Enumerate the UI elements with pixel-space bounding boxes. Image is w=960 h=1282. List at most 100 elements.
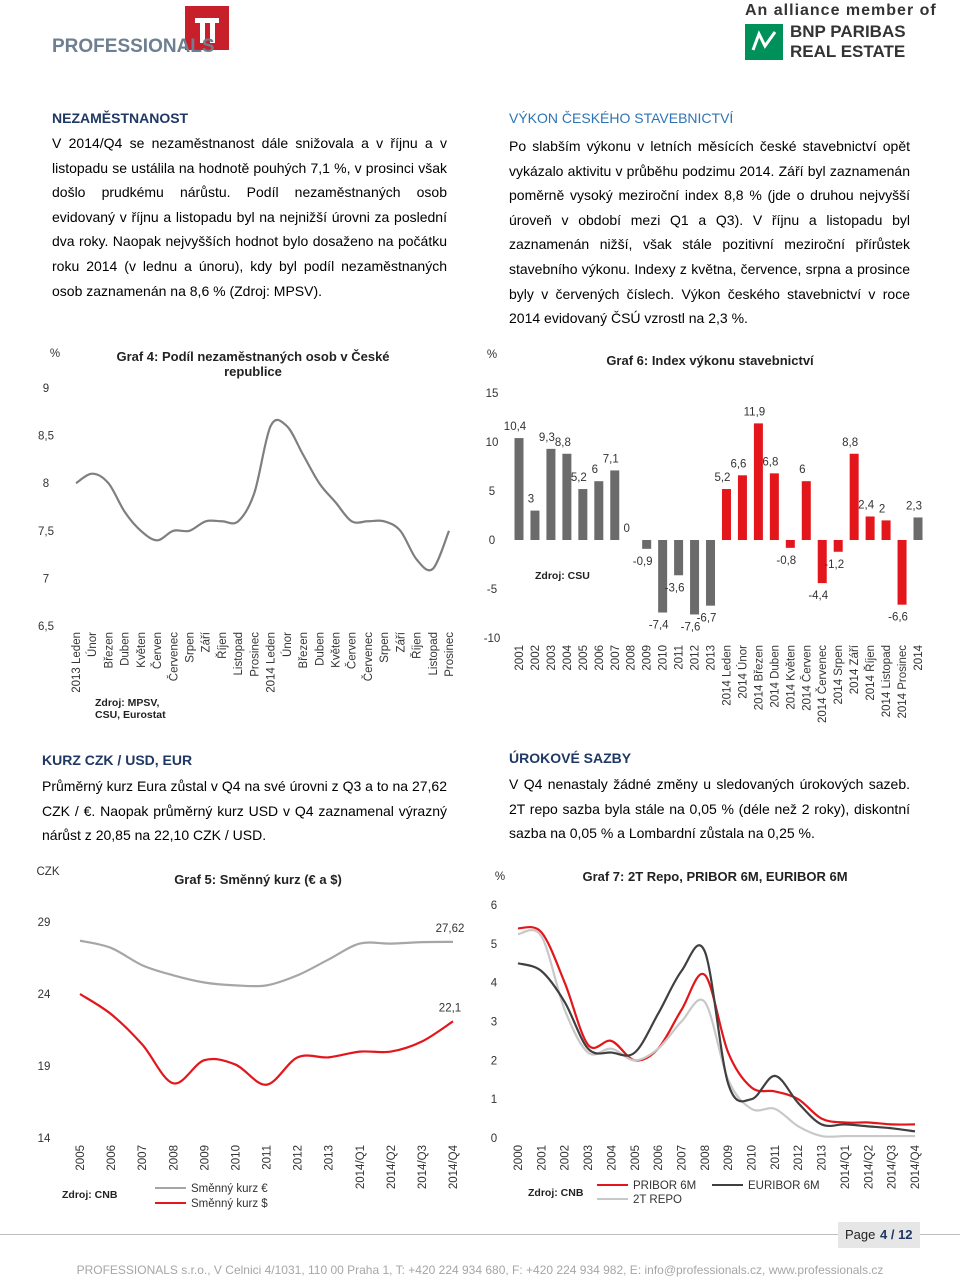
x-tick-label: 2012 — [293, 1145, 305, 1171]
logo-icon-leg — [210, 23, 215, 43]
x-tick-label: Srpen — [379, 632, 391, 663]
y-tick-label: 7 — [43, 573, 49, 585]
x-tick-label: 2014 Září — [849, 644, 861, 694]
partner-line1: BNP PARIBAS — [790, 22, 906, 41]
x-tick-label: Únor — [281, 632, 294, 657]
bar — [817, 540, 827, 584]
value-label: 0 — [624, 523, 630, 535]
bar — [642, 540, 652, 549]
x-tick-label: 2014 Listopad — [881, 645, 893, 717]
x-tick-label: 2006 — [106, 1145, 118, 1171]
y-tick-label: 0 — [491, 1133, 497, 1145]
legend-label: Směnný kurz € — [191, 1183, 268, 1195]
x-tick-label: 2013 — [706, 645, 718, 671]
y-tick-label: 7,5 — [38, 526, 54, 538]
y-tick-label: 2 — [491, 1055, 497, 1067]
x-tick-label: 2014 Únor — [736, 645, 749, 699]
x-tick-label: 2014 — [913, 644, 925, 670]
x-tick-label: 2014 Srpen — [833, 645, 845, 704]
value-label: 27,62 — [436, 923, 465, 935]
x-tick-label: 2014 Duben — [769, 645, 781, 708]
x-tick-label: Červen — [346, 632, 359, 669]
footer-rule — [0, 1234, 960, 1235]
bar — [769, 473, 779, 540]
x-tick-label: Září — [395, 631, 407, 652]
bar — [706, 540, 716, 606]
x-tick-label: 2014/Q1 — [840, 1145, 852, 1189]
y-tick-label: 5 — [491, 939, 497, 951]
x-tick-label: 2009 — [199, 1145, 211, 1171]
value-label: 5,2 — [714, 472, 730, 484]
section-title: ÚROKOVÉ SAZBY — [509, 750, 632, 766]
chart-source: Zdroj: CNB — [528, 1187, 584, 1199]
section-text: Po slabším výkonu v letních měsících čes… — [509, 138, 910, 327]
y-tick-label: -10 — [484, 633, 501, 645]
bar — [897, 540, 907, 605]
value-label: 6 — [592, 464, 598, 476]
value-label: -0,8 — [776, 555, 796, 567]
logo-professionals: PROFESSIONALS — [52, 6, 229, 57]
x-tick-label: Duben — [314, 632, 326, 666]
x-tick-label: Červenec — [167, 632, 180, 681]
x-tick-label: Srpen — [185, 632, 197, 663]
bar — [658, 540, 668, 613]
bar — [801, 481, 811, 540]
value-label: 3 — [528, 494, 534, 506]
x-tick-label: 2014 Červenec — [816, 645, 829, 723]
section-text: V Q4 nenastaly žádné změny u sledovaných… — [509, 776, 910, 842]
x-tick-label: 2014/Q3 — [887, 1145, 899, 1189]
x-tick-label: 2005 — [630, 1145, 642, 1171]
y-tick-label: 6,5 — [38, 621, 54, 633]
x-tick-label: Prosinec — [249, 632, 261, 677]
value-label: -7,4 — [649, 620, 669, 632]
line — [75, 418, 451, 572]
x-tick-label: Září — [201, 631, 213, 652]
bar — [881, 520, 891, 540]
bar — [514, 438, 524, 540]
x-tick-label: Červen — [151, 632, 164, 669]
x-tick-label: 2014/Q4 — [448, 1144, 460, 1189]
x-tick-label: 2011 — [770, 1145, 782, 1170]
y-tick-label: 29 — [38, 917, 51, 929]
y-unit: % — [495, 871, 505, 883]
legend-label: PRIBOR 6M — [633, 1180, 696, 1192]
page-number: 4 / 12 — [880, 1227, 913, 1242]
x-tick-label: Říjen — [216, 632, 229, 659]
legend-label: EURIBOR 6M — [748, 1180, 820, 1192]
logo-text: PROFESSIONALS — [52, 36, 215, 57]
section-title: KURZ CZK / USD, EUR — [42, 752, 193, 768]
value-label: 7,1 — [603, 453, 619, 465]
x-tick-label: Listopad — [428, 632, 440, 675]
x-tick-label: Říjen — [411, 632, 424, 659]
bar — [865, 516, 875, 540]
line — [517, 944, 916, 1133]
x-tick-label: 2005 — [75, 1145, 87, 1171]
bar — [674, 540, 684, 576]
x-tick-label: 2007 — [676, 1145, 688, 1171]
y-unit: CZK — [37, 866, 60, 878]
x-tick-label: Únor — [86, 632, 99, 657]
bar — [578, 489, 588, 540]
bar — [546, 448, 556, 540]
y-unit: % — [50, 348, 60, 360]
y-tick-label: -5 — [487, 584, 497, 596]
x-tick-label: 2014 Březen — [753, 645, 765, 710]
line — [79, 993, 454, 1086]
chart-title: Graf 5: Směnný kurz (€ a $) — [174, 872, 342, 887]
y-tick-label: 14 — [38, 1133, 51, 1145]
x-tick-label: Listopad — [233, 632, 245, 675]
y-tick-label: 0 — [489, 535, 495, 547]
x-tick-label: Květen — [136, 632, 148, 668]
value-label: 6 — [799, 464, 805, 476]
y-unit: % — [487, 349, 497, 361]
x-tick-label: 2001 — [536, 1145, 548, 1171]
x-tick-label: Březen — [103, 632, 115, 668]
chart-title: Graf 7: 2T Repo, PRIBOR 6M, EURIBOR 6M — [582, 869, 848, 884]
x-tick-label: 2009 — [642, 645, 654, 671]
y-tick-label: 9 — [43, 383, 49, 395]
x-tick-label: Prosinec — [444, 632, 456, 677]
chart-source: Zdroj: MPSV, CSU, Eurostat — [95, 697, 166, 721]
value-label: 8,8 — [555, 437, 571, 449]
y-tick-label: 4 — [491, 978, 498, 990]
